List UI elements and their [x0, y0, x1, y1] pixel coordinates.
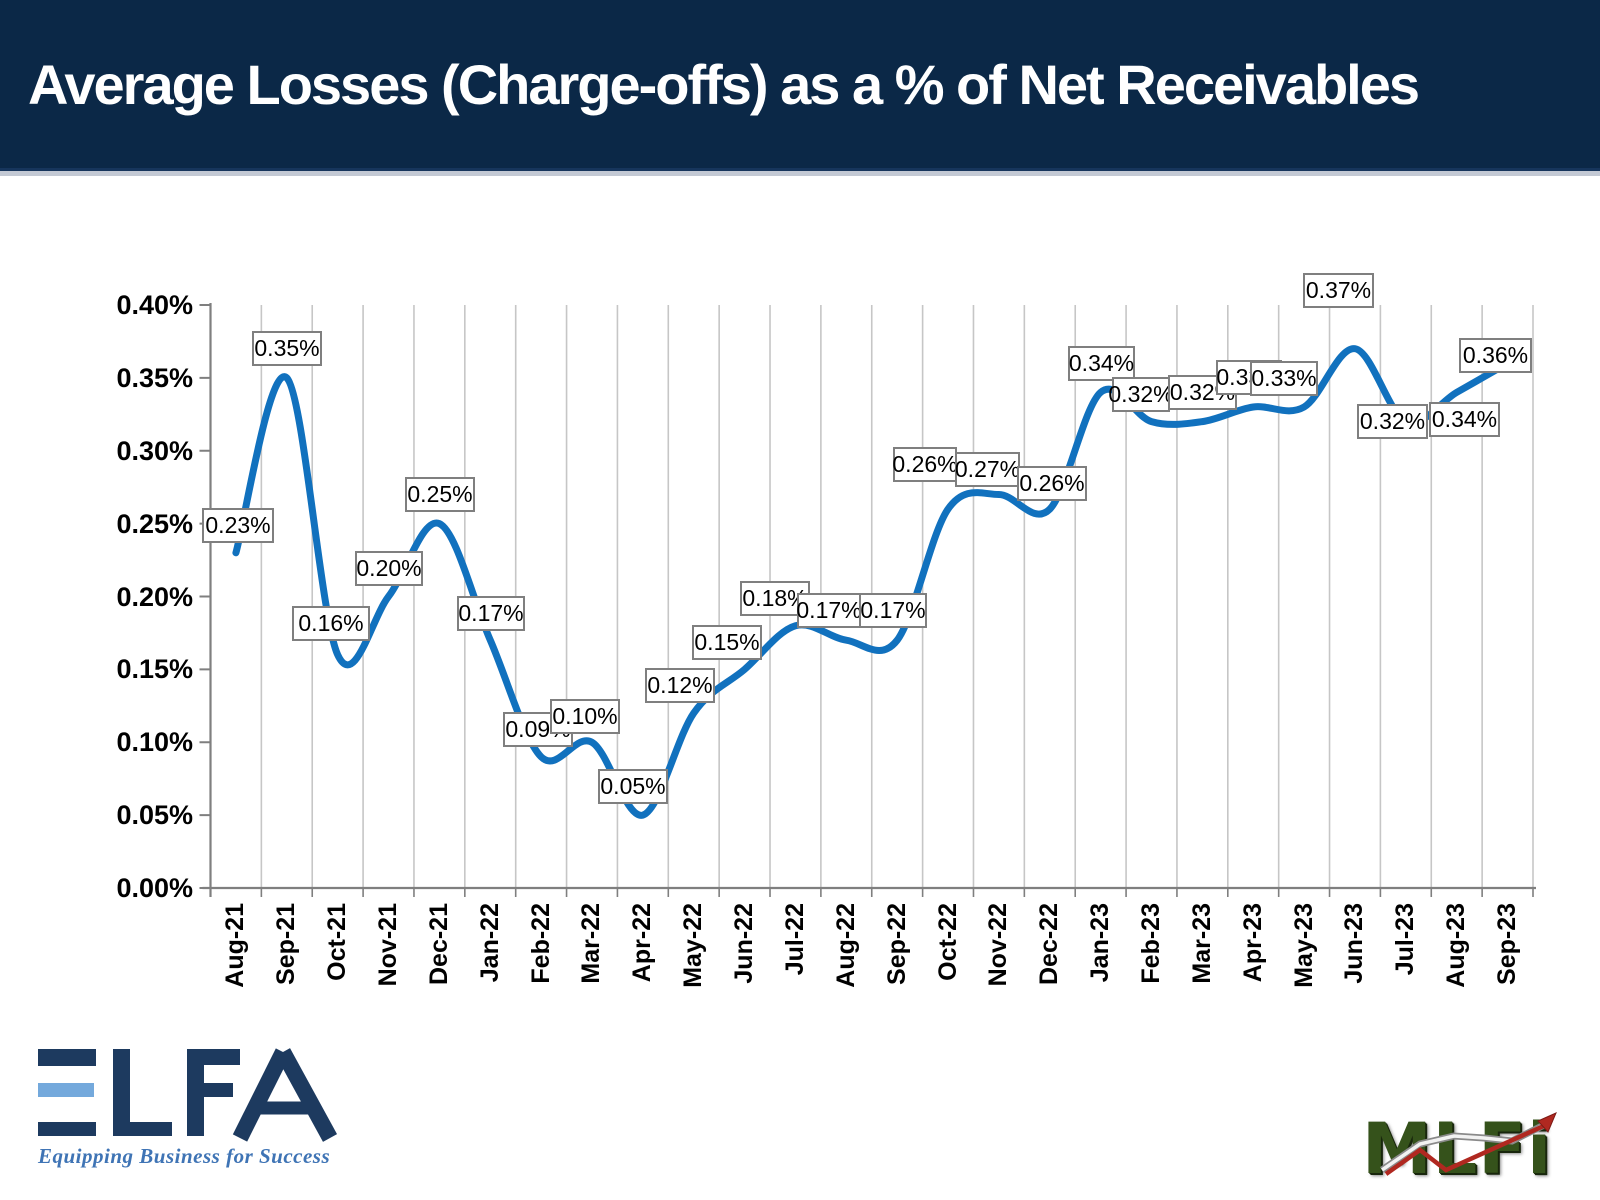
y-axis-label: 0.25% — [116, 509, 193, 539]
data-label: 0.09% — [503, 712, 573, 747]
mlfi-wordmark: MLFi — [1362, 1108, 1553, 1190]
elfa-l-stem — [113, 1049, 130, 1136]
data-label: 0.36% — [1459, 338, 1532, 373]
x-axis-label: Aug-21 — [221, 903, 249, 988]
y-axis-label: 0.10% — [116, 727, 193, 757]
y-axis-label: 0.00% — [116, 873, 193, 903]
x-axis-label: Jan-23 — [1086, 903, 1114, 983]
elfa-logo: Equipping Business for Success — [36, 1044, 356, 1176]
x-axis-label: Apr-22 — [628, 903, 656, 983]
x-axis-label: Dec-22 — [1035, 903, 1063, 985]
elfa-f-top-bar — [187, 1049, 240, 1065]
y-axis-label: 0.20% — [116, 582, 193, 612]
x-axis-label: Mar-22 — [577, 903, 605, 984]
x-axis-label: Jan-22 — [476, 903, 504, 983]
data-label: 0.20% — [355, 551, 423, 586]
y-axis-label: 0.05% — [116, 800, 193, 830]
data-label: 0.27% — [955, 452, 1020, 487]
data-label: 0.25% — [405, 477, 475, 512]
header-bar: Average Losses (Charge-offs) as a % of N… — [0, 0, 1600, 171]
data-label: 0.32% — [1357, 404, 1428, 439]
elfa-f-middle-bar — [187, 1083, 233, 1097]
data-label: 0.17% — [457, 596, 525, 631]
data-label: 0.10% — [550, 699, 620, 734]
data-label: 0.16% — [292, 606, 370, 641]
elfa-a-letter — [232, 1048, 338, 1142]
mlfi-chart-lines-icon — [1380, 1112, 1557, 1176]
data-label: 0.32% — [1108, 377, 1174, 412]
x-axis-label: Sep-21 — [272, 903, 300, 985]
data-label: 0.37% — [1303, 273, 1374, 308]
mlfi-logo: MLFi — [1362, 1106, 1582, 1194]
elfa-tagline: Equipping Business for Success — [38, 1144, 331, 1168]
x-axis-label: Aug-23 — [1442, 903, 1470, 988]
data-label: 0.34% — [1068, 346, 1135, 381]
x-axis-label: May-22 — [679, 903, 707, 988]
x-axis-label: Oct-22 — [934, 903, 962, 981]
data-label: 0.17% — [859, 593, 927, 628]
data-label: 0.15% — [692, 625, 762, 660]
data-label: 0.23% — [202, 508, 274, 543]
y-axis-label: 0.15% — [116, 654, 193, 684]
data-label: 0.35% — [252, 331, 322, 366]
x-axis-label: Aug-22 — [832, 903, 860, 988]
elfa-e-middle-bar — [38, 1083, 94, 1097]
x-axis-label: Sep-23 — [1493, 903, 1521, 985]
data-label: 0.26% — [892, 447, 958, 482]
data-label: 0.17% — [796, 593, 862, 628]
x-axis-label: Feb-22 — [527, 903, 555, 984]
y-axis-label: 0.40% — [116, 290, 193, 320]
x-axis-label: Sep-22 — [883, 903, 911, 985]
data-label: 0.05% — [598, 769, 668, 804]
x-axis-label: Mar-23 — [1188, 903, 1216, 984]
x-axis-label: Jun-22 — [730, 903, 758, 984]
x-axis-label: Apr-23 — [1239, 903, 1267, 983]
x-axis-label: Dec-21 — [425, 903, 453, 985]
y-axis-label: 0.35% — [116, 363, 193, 393]
data-label: 0.12% — [645, 668, 715, 703]
y-axis-label: 0.30% — [116, 436, 193, 466]
elfa-e-top-bar — [38, 1049, 96, 1066]
elfa-l-foot — [113, 1122, 172, 1136]
elfa-e-bottom-bar — [38, 1122, 96, 1136]
x-axis-label: Jul-22 — [781, 903, 809, 976]
x-axis-label: Nov-21 — [374, 903, 402, 987]
x-axis-label: Nov-22 — [984, 903, 1012, 987]
x-axis-label: Jul-23 — [1391, 903, 1419, 976]
data-label: 0.26% — [1017, 466, 1087, 501]
x-axis-label: Oct-21 — [323, 903, 351, 981]
x-axis-label: May-23 — [1290, 903, 1318, 988]
x-axis-label: Feb-23 — [1137, 903, 1165, 984]
x-axis-label: Jun-23 — [1340, 903, 1368, 984]
page-title: Average Losses (Charge-offs) as a % of N… — [28, 52, 1420, 116]
data-label: 0.33% — [1250, 361, 1318, 396]
data-label: 0.34% — [1429, 402, 1500, 437]
